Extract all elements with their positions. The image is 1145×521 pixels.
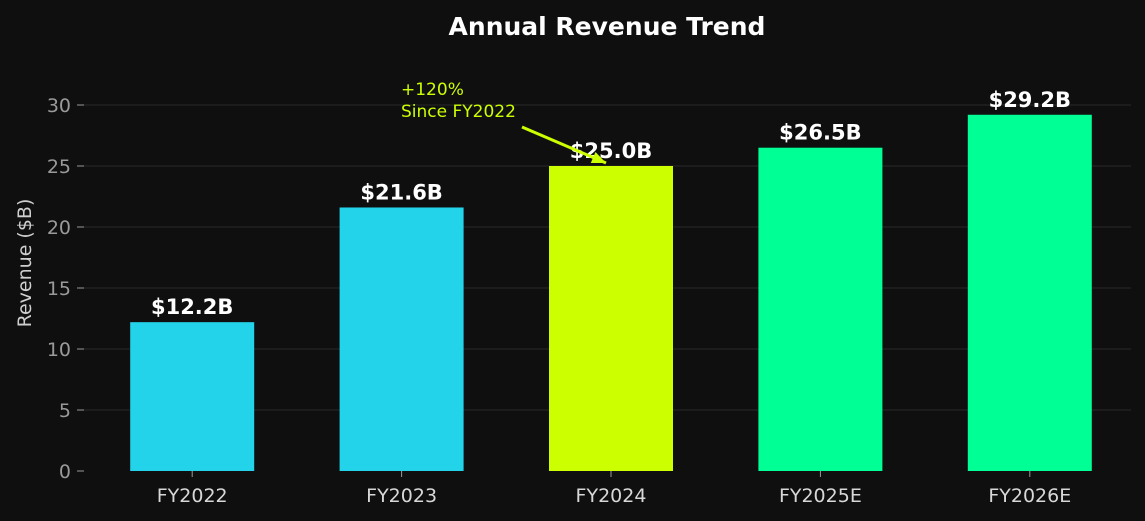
chart-title: Annual Revenue Trend [449,12,766,41]
bar-fy2022 [130,322,255,471]
x-tick-label: FY2022 [157,485,228,507]
y-axis-label: Revenue ($B) [14,199,36,328]
bar-fy2025e [758,147,883,471]
annotation-arrow-line [521,125,607,165]
y-tick-label: 0 [59,461,71,483]
data-label: $21.6B [360,180,442,204]
annotation-line2: Since FY2022 [401,102,516,122]
x-tick-label: FY2024 [576,485,647,507]
y-tick-label: 10 [47,339,71,361]
y-tick-label: 25 [47,156,71,178]
data-label: $26.5B [779,121,861,145]
y-tick-label: 15 [47,278,71,300]
bar-fy2024 [549,166,673,471]
y-tick-label: 5 [59,400,71,422]
annotation-arrow-head [590,151,606,163]
annotation-line1: +120% [401,80,464,100]
data-label: $12.2B [151,295,233,319]
data-label: $29.2B [989,88,1071,112]
annotation: +120% Since FY2022 [401,80,607,165]
y-tick-label: 20 [47,217,71,239]
x-tick-label: FY2023 [366,485,437,507]
bar-fy2026e [967,114,1092,471]
x-tick-label: FY2025E [779,485,862,507]
bar-fy2023 [339,207,464,472]
data-label: $25.0B [570,139,652,163]
y-tick-label: 30 [47,95,71,117]
x-tick-label: FY2026E [988,485,1071,507]
